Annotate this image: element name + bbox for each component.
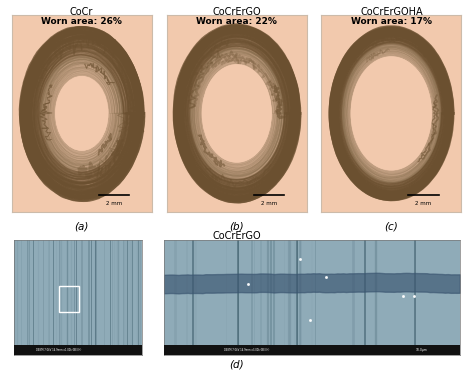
Text: 2 mm: 2 mm: [261, 201, 277, 206]
Text: CoCrErGO: CoCrErGO: [213, 231, 261, 240]
Text: (c): (c): [384, 221, 399, 231]
Text: DENM 7.0kV 14.9mm x1.00k (BEI/H): DENM 7.0kV 14.9mm x1.00k (BEI/H): [36, 348, 82, 352]
Ellipse shape: [55, 76, 109, 151]
Ellipse shape: [351, 56, 432, 170]
Ellipse shape: [20, 27, 143, 200]
Ellipse shape: [55, 76, 109, 151]
Bar: [59, 286, 80, 311]
Bar: [164, 345, 460, 355]
Text: CoCr: CoCr: [70, 7, 93, 17]
Text: 2 mm: 2 mm: [415, 201, 431, 206]
Text: 10.0μm: 10.0μm: [415, 348, 427, 352]
Ellipse shape: [174, 25, 300, 202]
Ellipse shape: [351, 56, 432, 170]
Text: 2 mm: 2 mm: [106, 201, 122, 206]
Ellipse shape: [202, 64, 272, 163]
Text: (b): (b): [229, 221, 244, 231]
Ellipse shape: [202, 64, 272, 163]
Text: Worn area: 22%: Worn area: 22%: [196, 17, 277, 26]
Text: CoCrErGOHA: CoCrErGOHA: [360, 7, 423, 17]
Text: CoCrErGO: CoCrErGO: [212, 7, 261, 17]
Text: DENM 7.0kV 14.9mm x3.00k (BEI/H): DENM 7.0kV 14.9mm x3.00k (BEI/H): [224, 348, 269, 352]
Ellipse shape: [330, 27, 453, 200]
Bar: [14, 345, 142, 355]
Text: Worn area: 26%: Worn area: 26%: [41, 17, 122, 26]
Text: Worn area: 17%: Worn area: 17%: [351, 17, 432, 26]
Text: (a): (a): [74, 221, 89, 231]
Text: (d): (d): [230, 360, 244, 370]
